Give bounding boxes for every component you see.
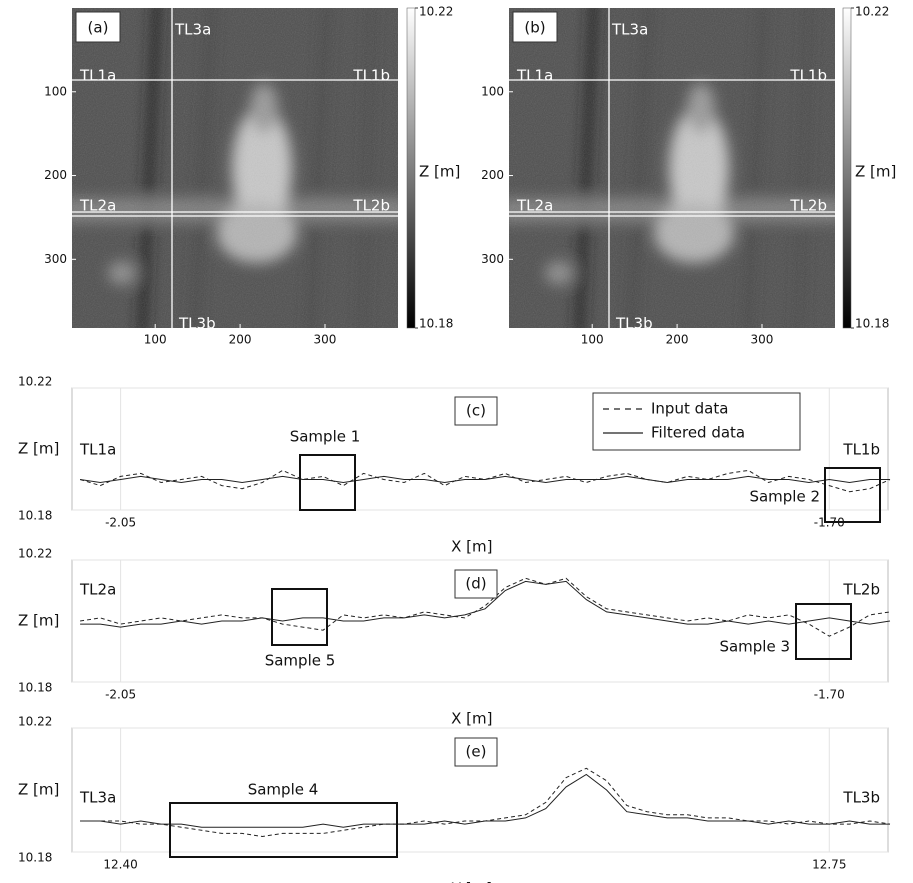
data-line — [80, 580, 891, 628]
transect-label: TL2a — [79, 197, 116, 215]
annotation: Sample 4 — [248, 781, 319, 799]
legend-label: Input data — [651, 400, 728, 418]
annotation: Sample 5 — [265, 652, 336, 670]
sample-box — [824, 467, 881, 523]
transect-label: TL1b — [789, 67, 827, 85]
transect-label: TL1a — [79, 67, 116, 85]
x-tick-label: 12.75 — [812, 858, 846, 872]
colorbar — [406, 7, 416, 329]
y-tick-label: 10.18 — [18, 509, 52, 523]
y-tick-label: 10.22 — [18, 375, 52, 389]
y-tick-label: 10.18 — [18, 681, 52, 695]
transect-label: TL3b — [178, 315, 216, 333]
x-axis-label: X [m] — [451, 710, 492, 728]
colorbar-tick-label: 10.22 — [855, 5, 889, 19]
x-tick-label: -1.70 — [814, 688, 845, 702]
transect-label: TL1a — [516, 67, 553, 85]
y-axis-label: Z [m] — [18, 781, 59, 799]
colorbar — [842, 7, 852, 329]
y-tick-label: 100 — [481, 84, 504, 98]
sample-box — [299, 454, 356, 511]
y-tick-label: 10.22 — [18, 547, 52, 561]
colorbar-tick-label: 10.18 — [855, 317, 889, 331]
transect-label: TL3a — [174, 21, 211, 39]
y-axis-label: Z [m] — [18, 612, 59, 630]
x-tick-label: -2.05 — [105, 688, 136, 702]
panel-label-box — [454, 396, 498, 426]
sample-box — [271, 588, 328, 646]
annotation: TL2b — [842, 581, 880, 599]
y-tick-label: 300 — [481, 252, 504, 266]
x-axis-label: Y [m] — [451, 880, 492, 883]
panel-label-box — [512, 11, 558, 43]
sample-box — [169, 802, 398, 858]
annotation: Sample 2 — [749, 488, 820, 506]
x-axis-label: X [m] — [451, 538, 492, 556]
x-tick-label: 200 — [666, 333, 689, 347]
colorbar-label: Z [m] — [855, 163, 896, 181]
heatmap-image — [509, 8, 835, 328]
sample-box — [795, 603, 852, 660]
y-tick-label: 10.18 — [18, 851, 52, 865]
x-tick-label: 100 — [144, 333, 167, 347]
colorbar-label: Z [m] — [419, 163, 460, 181]
legend — [592, 392, 801, 451]
y-tick-label: 200 — [481, 168, 504, 182]
x-tick-label: 100 — [581, 333, 604, 347]
panel-label: (b) — [524, 19, 545, 37]
panel-label: (a) — [88, 19, 109, 37]
annotation: Sample 1 — [290, 428, 361, 446]
y-tick-label: 300 — [44, 252, 67, 266]
heatmap-image — [72, 8, 398, 328]
panel-label-box — [75, 11, 121, 43]
x-tick-label: 12.40 — [103, 858, 137, 872]
panel-label: (d) — [465, 575, 486, 593]
annotation: Sample 3 — [719, 638, 790, 656]
annotation: TL3b — [842, 789, 880, 807]
transect-label: TL3a — [611, 21, 648, 39]
transect-label: TL2b — [789, 197, 827, 215]
x-tick-label: 300 — [314, 333, 337, 347]
data-line — [79, 469, 891, 493]
annotation: TL2a — [79, 581, 116, 599]
annotation: TL3a — [79, 789, 116, 807]
colorbar-tick-label: 10.18 — [419, 317, 453, 331]
y-tick-label: 10.22 — [18, 715, 52, 729]
transect-label: TL2a — [516, 197, 553, 215]
panel-label-box — [454, 569, 498, 599]
panel-label-box — [454, 737, 498, 767]
panel-label: (e) — [466, 743, 487, 761]
y-axis-label: Z [m] — [18, 440, 59, 458]
x-tick-label: -2.05 — [105, 516, 136, 530]
y-tick-label: 100 — [44, 84, 67, 98]
x-tick-label: 300 — [751, 333, 774, 347]
image-grain — [509, 8, 835, 328]
data-line — [80, 773, 890, 828]
legend-label: Filtered data — [651, 424, 745, 442]
image-grain — [72, 8, 398, 328]
annotation: TL1b — [842, 441, 880, 459]
colorbar-tick-label: 10.22 — [419, 5, 453, 19]
transect-label: TL3b — [615, 315, 653, 333]
transect-label: TL1b — [352, 67, 390, 85]
annotation: TL1a — [79, 441, 116, 459]
x-tick-label: 200 — [229, 333, 252, 347]
panel-label: (c) — [466, 402, 486, 420]
data-line — [80, 475, 890, 484]
y-tick-label: 200 — [44, 168, 67, 182]
transect-label: TL2b — [352, 197, 390, 215]
